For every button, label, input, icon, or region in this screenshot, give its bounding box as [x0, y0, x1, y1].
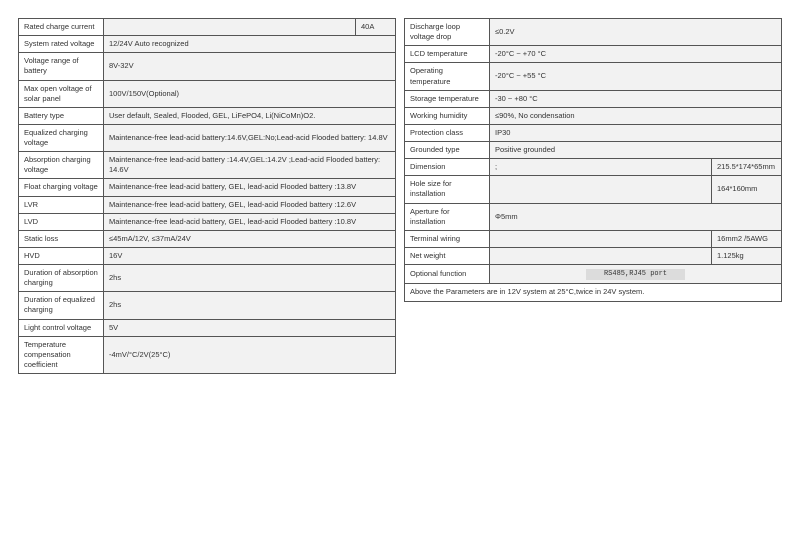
table-row: Net weight 1.125kg — [405, 247, 782, 264]
row-value: ≤90%, No condensation — [490, 107, 782, 124]
row-label: Operating temperature — [405, 63, 490, 90]
table-row: Working humidity≤90%, No condensation — [405, 107, 782, 124]
table-row: Absorption charging voltageMaintenance-f… — [19, 152, 396, 179]
row-label: Net weight — [405, 247, 490, 264]
row-value: RS485,RJ45 port — [490, 265, 782, 284]
row-value: 16V — [104, 247, 396, 264]
table-row: Max open voltage of solar panel100V/150V… — [19, 80, 396, 107]
row-label: LVD — [19, 213, 104, 230]
table-row: Light control voltage5V — [19, 319, 396, 336]
row-value: ≤45mA/12V, ≤37mA/24V — [104, 230, 396, 247]
table-row: Rated charge current 40A — [19, 19, 396, 36]
row-label: Dimension — [405, 159, 490, 176]
row-label: System rated voltage — [19, 36, 104, 53]
row-value: -4mV/°C/2V(25°C) — [104, 336, 396, 373]
row-value: 2hs — [104, 292, 396, 319]
table-row: LCD temperature-20°C ~ +70 °C — [405, 46, 782, 63]
row-value: User default, Sealed, Flooded, GEL, LiFe… — [104, 107, 396, 124]
row-value — [490, 247, 712, 264]
row-value-2: 40A — [356, 19, 396, 36]
table-row: Storage temperature-30 ~ +80 °C — [405, 90, 782, 107]
table-row: Discharge loop voltage drop≤0.2V — [405, 19, 782, 46]
row-value: 5V — [104, 319, 396, 336]
row-label: Grounded type — [405, 142, 490, 159]
row-label: Static loss — [19, 230, 104, 247]
table-row: Dimension ; 215.5*174*65mm — [405, 159, 782, 176]
row-value — [490, 176, 712, 203]
row-value: -20°C ~ +55 °C — [490, 63, 782, 90]
row-label: Storage temperature — [405, 90, 490, 107]
row-label: Temperature compensation coefficient — [19, 336, 104, 373]
row-value: Positive grounded — [490, 142, 782, 159]
row-value: 8V-32V — [104, 53, 396, 80]
table-row: LVRMaintenance-free lead-acid battery, G… — [19, 196, 396, 213]
optional-function-highlight: RS485,RJ45 port — [586, 269, 685, 280]
table-row: Battery typeUser default, Sealed, Floode… — [19, 107, 396, 124]
table-row: Aperture for installationΦ5mm — [405, 203, 782, 230]
row-label: LCD temperature — [405, 46, 490, 63]
row-label: Duration of equalized charging — [19, 292, 104, 319]
row-label: Battery type — [19, 107, 104, 124]
row-value: ; — [490, 159, 712, 176]
row-value: Maintenance-free lead-acid battery, GEL,… — [104, 213, 396, 230]
row-value-2: 1.125kg — [711, 247, 781, 264]
row-value — [104, 19, 356, 36]
row-value: IP30 — [490, 124, 782, 141]
table-row: Voltage range of battery8V-32V — [19, 53, 396, 80]
table-row: LVDMaintenance-free lead-acid battery, G… — [19, 213, 396, 230]
row-label: Discharge loop voltage drop — [405, 19, 490, 46]
table-row: HVD16V — [19, 247, 396, 264]
row-value: 2hs — [104, 265, 396, 292]
table-row: Temperature compensation coefficient-4mV… — [19, 336, 396, 373]
table-row: Duration of absorption charging2hs — [19, 265, 396, 292]
row-value: -30 ~ +80 °C — [490, 90, 782, 107]
row-value-2: 215.5*174*65mm — [711, 159, 781, 176]
row-label: Float charging voltage — [19, 179, 104, 196]
footer-note: Above the Parameters are in 12V system a… — [405, 284, 782, 301]
table-row: Duration of equalized charging2hs — [19, 292, 396, 319]
row-label: Equalized charging voltage — [19, 124, 104, 151]
footer-row: Above the Parameters are in 12V system a… — [405, 284, 782, 301]
table-row: Float charging voltageMaintenance-free l… — [19, 179, 396, 196]
table-row: Equalized charging voltageMaintenance-fr… — [19, 124, 396, 151]
spec-table-right: Discharge loop voltage drop≤0.2V LCD tem… — [404, 18, 782, 302]
row-label: Duration of absorption charging — [19, 265, 104, 292]
table-row: Operating temperature-20°C ~ +55 °C — [405, 63, 782, 90]
spec-columns: Rated charge current 40A System rated vo… — [18, 18, 782, 374]
row-value-2: 164*160mm — [711, 176, 781, 203]
row-value-2: 16mm2 /5AWG — [711, 230, 781, 247]
table-row: Grounded typePositive grounded — [405, 142, 782, 159]
row-label: Aperture for installation — [405, 203, 490, 230]
table-row: Hole size for installation 164*160mm — [405, 176, 782, 203]
row-label: Voltage range of battery — [19, 53, 104, 80]
table-row: System rated voltage12/24V Auto recogniz… — [19, 36, 396, 53]
row-label: HVD — [19, 247, 104, 264]
row-label: Absorption charging voltage — [19, 152, 104, 179]
row-value: 100V/150V(Optional) — [104, 80, 396, 107]
row-label: Hole size for installation — [405, 176, 490, 203]
row-value: -20°C ~ +70 °C — [490, 46, 782, 63]
row-label: Light control voltage — [19, 319, 104, 336]
table-row: Terminal wiring 16mm2 /5AWG — [405, 230, 782, 247]
row-value: Maintenance-free lead-acid battery, GEL,… — [104, 196, 396, 213]
table-row: Optional function RS485,RJ45 port — [405, 265, 782, 284]
row-value: Maintenance-free lead-acid battery :14.4… — [104, 152, 396, 179]
table-row: Static loss≤45mA/12V, ≤37mA/24V — [19, 230, 396, 247]
row-label: Working humidity — [405, 107, 490, 124]
row-label: Rated charge current — [19, 19, 104, 36]
row-label: Terminal wiring — [405, 230, 490, 247]
row-value — [490, 230, 712, 247]
spec-table-left: Rated charge current 40A System rated vo… — [18, 18, 396, 374]
row-value: Maintenance-free lead-acid battery:14.6V… — [104, 124, 396, 151]
row-value: ≤0.2V — [490, 19, 782, 46]
row-value: 12/24V Auto recognized — [104, 36, 396, 53]
row-label: Protection class — [405, 124, 490, 141]
row-label: Max open voltage of solar panel — [19, 80, 104, 107]
row-label: Optional function — [405, 265, 490, 284]
row-value: Φ5mm — [490, 203, 782, 230]
row-label: LVR — [19, 196, 104, 213]
table-row: Protection classIP30 — [405, 124, 782, 141]
row-value: Maintenance-free lead-acid battery, GEL,… — [104, 179, 396, 196]
